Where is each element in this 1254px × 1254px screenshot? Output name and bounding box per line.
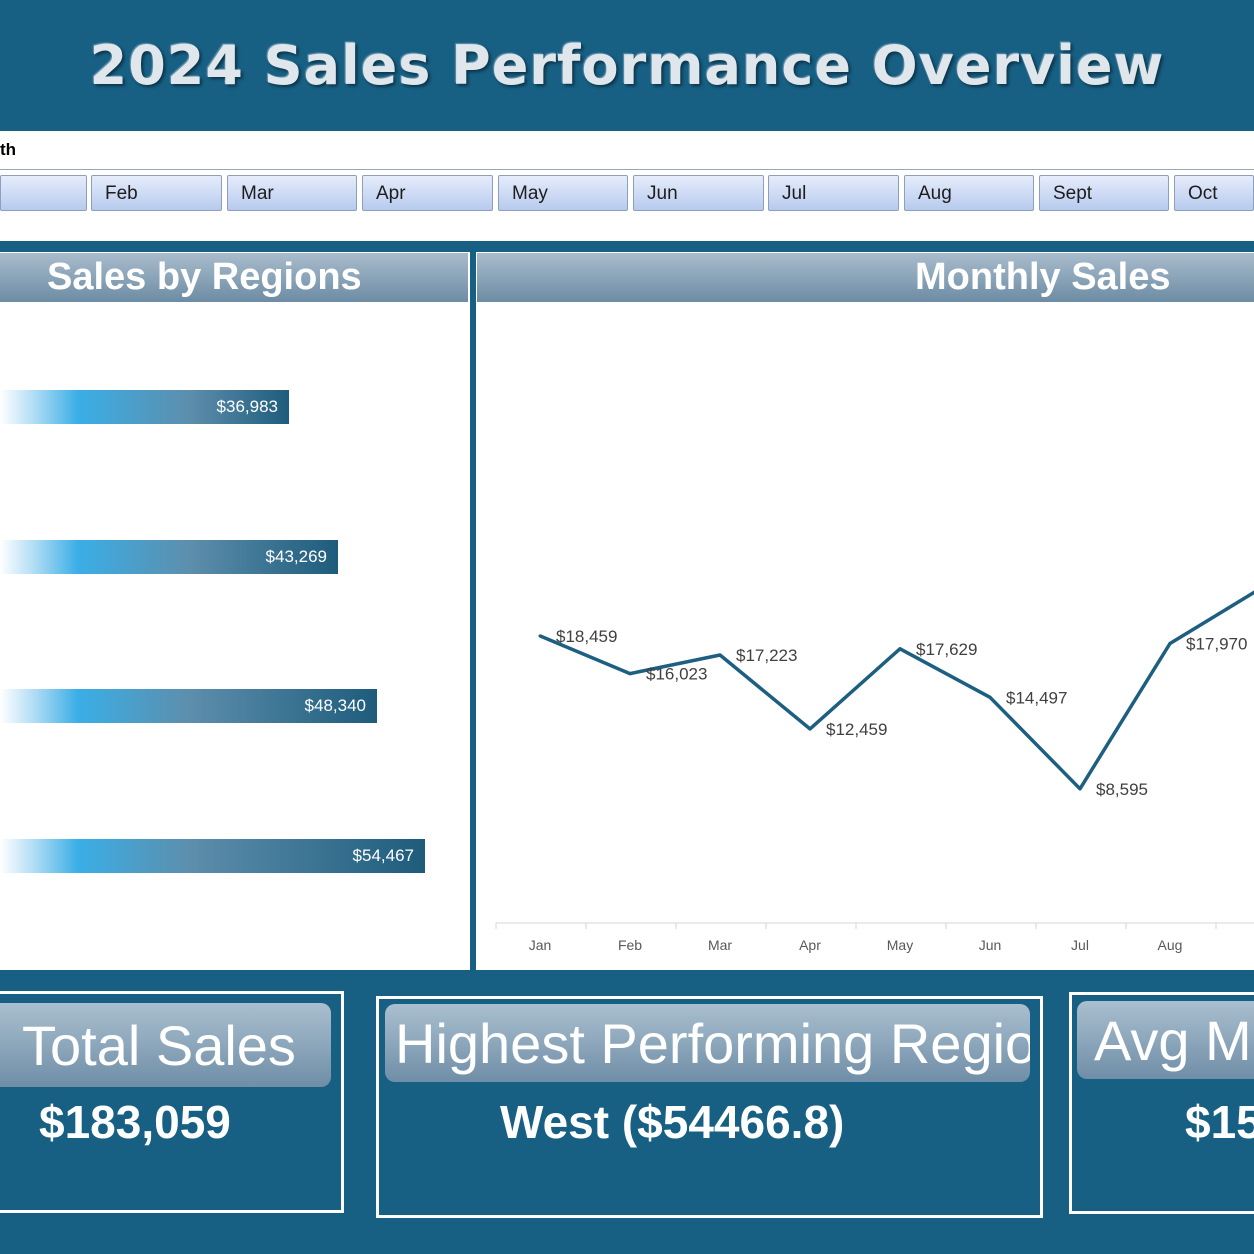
data-label: $12,459 — [826, 720, 887, 739]
slicer-divider — [0, 169, 1254, 170]
avg-monthly-card — [1069, 992, 1254, 1214]
monthly-panel — [476, 252, 1254, 970]
regions-panel-title: Sales by Regions — [0, 253, 468, 302]
slicer-button-may[interactable]: May — [498, 175, 628, 211]
total-sales-card — [0, 991, 344, 1213]
data-point — [628, 672, 632, 676]
slicer-header: th — [0, 140, 17, 159]
highest-region-card — [376, 996, 1043, 1218]
data-point — [808, 727, 812, 731]
slicer-button-jan[interactable] — [0, 175, 87, 211]
monthly-panel-title: Monthly Sales — [477, 253, 1254, 302]
region-bar: $54,467 — [0, 839, 425, 873]
data-point — [1078, 787, 1082, 791]
avg-monthly-label: Avg Mo — [1077, 1001, 1254, 1079]
region-bar: $36,983 — [0, 390, 289, 424]
slicer-button-jul[interactable]: Jul — [768, 175, 899, 211]
data-point — [538, 634, 542, 638]
total-sales-value: $183,059 — [39, 1096, 231, 1148]
slicer-button-apr[interactable]: Apr — [362, 175, 493, 211]
data-label: $14,497 — [1006, 688, 1067, 707]
total-sales-label: Total Sales — [0, 1003, 331, 1087]
dashboard-title: 2024 Sales Performance Overview — [89, 33, 1165, 97]
data-point — [898, 647, 902, 651]
data-point — [988, 695, 992, 699]
slicer-button-sept[interactable]: Sept — [1039, 175, 1169, 211]
slicer-button-oct[interactable]: Oct — [1174, 175, 1254, 211]
x-tick-label: Jul — [1071, 937, 1089, 953]
sales-line — [539, 590, 1254, 791]
x-tick-label: Jun — [979, 937, 1002, 953]
data-label: $17,970 — [1186, 635, 1247, 654]
highest-region-value: West ($54466.8) — [500, 1096, 845, 1148]
data-point — [718, 653, 722, 657]
data-point — [1168, 642, 1172, 645]
x-tick-label: Apr — [799, 937, 821, 953]
region-bar: $48,340 — [0, 689, 377, 723]
slicer-button-jun[interactable]: Jun — [633, 175, 764, 211]
data-label: $16,023 — [646, 665, 707, 684]
monthly-line-chart: JanFebMarAprMayJunJulAugS$18,459$16,023$… — [495, 590, 1254, 953]
data-label: $18,459 — [556, 627, 617, 646]
x-tick-label: May — [887, 937, 913, 953]
slicer-button-aug[interactable]: Aug — [904, 175, 1034, 211]
x-tick-label: Mar — [708, 937, 732, 953]
x-tick-label: Jan — [529, 937, 552, 953]
data-label: $17,629 — [916, 640, 977, 659]
data-label: $17,223 — [736, 646, 797, 665]
avg-monthly-value: $15 — [1185, 1096, 1254, 1148]
highest-region-label: Highest Performing Region — [385, 1004, 1030, 1082]
x-tick-label: Aug — [1158, 937, 1183, 953]
slicer-button-feb[interactable]: Feb — [91, 175, 222, 211]
x-tick-label: Feb — [618, 937, 642, 953]
slicer-button-mar[interactable]: Mar — [227, 175, 357, 211]
region-bar: $43,269 — [0, 540, 338, 574]
data-label: $8,595 — [1096, 780, 1148, 799]
